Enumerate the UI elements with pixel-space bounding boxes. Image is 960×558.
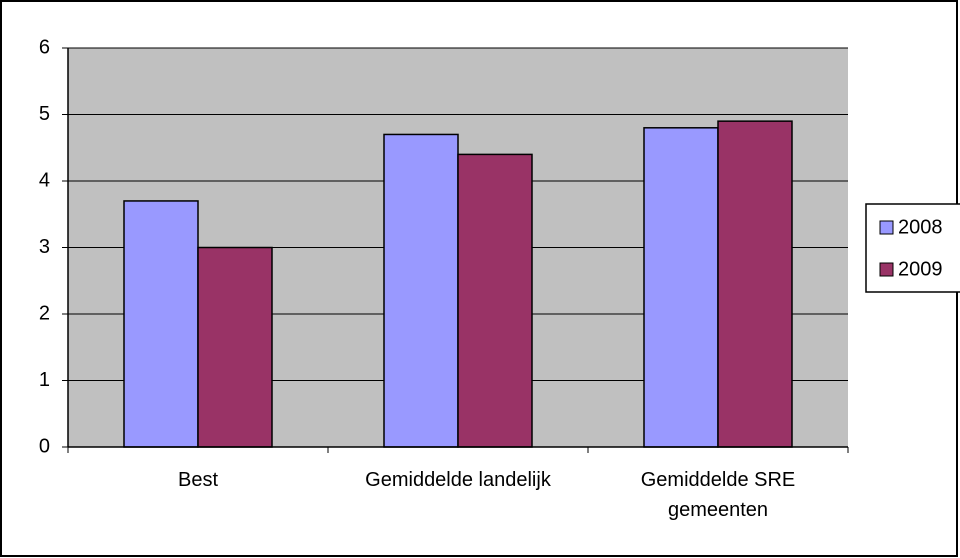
legend-swatch [879,262,894,277]
bar [717,120,793,448]
y-tick-label: 0 [39,435,50,457]
legend-label: 2009 [898,258,943,280]
bar [197,246,273,448]
bar [383,133,459,448]
y-tick-label: 1 [39,369,50,391]
y-tick-label: 6 [39,36,50,58]
legend-box [865,203,960,293]
y-tick-label: 2 [39,302,50,324]
y-tick-label: 4 [39,169,50,191]
bar [457,153,533,448]
y-tick-label: 3 [39,236,50,258]
bar [123,200,199,448]
x-tick-label: Gemiddelde landelijk [365,469,551,491]
x-tick-label: Best [177,469,219,491]
legend-label: 2008 [898,216,943,238]
y-tick-label: 5 [39,103,50,125]
x-tick-label: Gemiddelde SRE gemeenten [640,469,796,521]
bar [643,127,719,448]
legend-swatch [879,220,894,235]
